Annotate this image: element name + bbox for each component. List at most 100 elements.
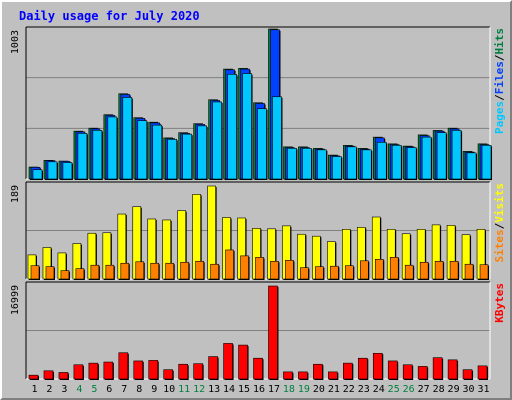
- x-tick-label-day-8: 8: [136, 384, 142, 395]
- x-tick-label-day-21: 21: [328, 384, 340, 395]
- sites-bar-day-16: [255, 257, 264, 280]
- kbytes-bar-day-17: [268, 285, 278, 380]
- pages-bar-day-19: [302, 148, 312, 180]
- x-tick-label-day-16: 16: [253, 384, 265, 395]
- sites-bar-day-21: [330, 265, 339, 280]
- x-tick-label-day-9: 9: [151, 384, 157, 395]
- legend-files: Files: [493, 61, 506, 94]
- legend-sites: Sites: [493, 229, 506, 262]
- x-tick-label-day-14: 14: [223, 384, 235, 395]
- sites-bar-day-5: [90, 264, 100, 280]
- sites-bar-day-7: [120, 262, 130, 280]
- x-tick-label-day-2: 2: [46, 384, 52, 395]
- sites-bar-day-30: [464, 263, 474, 280]
- legend-label: KBytes: [493, 283, 506, 323]
- x-tick-label-day-26: 26: [403, 384, 415, 395]
- legend-slash: /: [493, 54, 506, 61]
- pages-bar-day-25: [391, 145, 402, 180]
- x-tick-label-day-3: 3: [61, 384, 67, 395]
- pages-bar-day-13: [212, 101, 222, 180]
- y-max-label: 16999: [10, 285, 21, 315]
- legend-hits: Hits: [493, 28, 506, 55]
- x-tick-label-day-22: 22: [343, 384, 355, 395]
- kbytes-bar-day-8: [133, 360, 144, 380]
- kbytes-bar-day-18: [283, 371, 293, 380]
- pages-bar-day-12: [197, 125, 207, 180]
- x-tick-label-day-5: 5: [91, 384, 97, 395]
- pages-bar-day-22: [347, 146, 357, 180]
- sites-bar-day-3: [60, 270, 70, 280]
- sites-bar-day-26: [404, 264, 414, 280]
- sites-bar-day-28: [434, 260, 444, 280]
- kbytes-bar-day-28: [432, 357, 443, 380]
- sites-bar-day-19: [300, 267, 309, 280]
- x-tick-label-day-27: 27: [418, 384, 430, 395]
- kbytes-bar-day-16: [253, 357, 263, 380]
- sites-bar-day-15: [240, 255, 249, 280]
- pages-bar-day-16: [257, 108, 267, 180]
- legend-label: Sites/Visits: [493, 183, 506, 263]
- x-tick-label-day-18: 18: [283, 384, 295, 395]
- kbytes-bar-day-19: [298, 371, 308, 380]
- pages-bar-day-1: [32, 169, 43, 180]
- kbytes-bar-day-29: [447, 359, 458, 380]
- x-tick-label-day-17: 17: [268, 384, 280, 395]
- kbytes-bar-day-1: [28, 374, 39, 380]
- pages-bar-day-29: [451, 130, 462, 180]
- kbytes-bar-day-7: [118, 352, 129, 380]
- x-tick-label-day-25: 25: [388, 384, 400, 395]
- pages-bar-day-10: [167, 139, 178, 180]
- x-tick-label-day-29: 29: [448, 384, 460, 395]
- sites-bar-day-23: [359, 260, 369, 280]
- pages-bar-day-20: [317, 149, 327, 180]
- pages-bar-day-30: [466, 152, 477, 180]
- sites-bar-day-8: [135, 261, 145, 280]
- pages-bar-day-23: [361, 149, 372, 180]
- kbytes-bar-day-23: [357, 357, 368, 380]
- y-max-label: 189: [10, 185, 21, 203]
- sites-bar-day-22: [345, 265, 354, 280]
- pages-bar-day-6: [107, 116, 118, 180]
- legend-slash: /: [493, 222, 506, 229]
- sites-bar-day-4: [75, 268, 85, 280]
- sites-bar-day-27: [419, 261, 429, 280]
- x-tick-label-day-28: 28: [433, 384, 445, 395]
- sites-bar-day-18: [285, 260, 294, 280]
- chart-title: Daily usage for July 2020: [19, 9, 200, 23]
- pages-bar-day-11: [182, 133, 192, 180]
- x-tick-label-day-13: 13: [208, 384, 220, 395]
- kbytes-bar-day-10: [163, 369, 174, 380]
- legend-kbytes: KBytes: [493, 283, 506, 323]
- pages-bar-day-26: [406, 147, 417, 180]
- y-max-label: 1003: [10, 30, 21, 54]
- pages-bar-day-17: [272, 96, 282, 180]
- legend-visits: Visits: [493, 183, 506, 223]
- pages-bar-day-4: [77, 133, 88, 180]
- sites-bar-day-6: [105, 264, 115, 280]
- pages-bar-day-24: [376, 142, 387, 180]
- sites-bar-day-25: [389, 257, 399, 280]
- pages-bar-day-27: [421, 136, 432, 180]
- x-tick-label-day-20: 20: [313, 384, 325, 395]
- sites-bar-day-31: [479, 264, 489, 280]
- kbytes-bar-day-27: [417, 366, 428, 380]
- pages-bar-day-21: [332, 156, 342, 180]
- kbytes-bar-day-14: [223, 343, 233, 380]
- kbytes-bar-day-6: [103, 361, 114, 380]
- pages-bar-day-2: [47, 161, 58, 180]
- sites-bar-day-12: [195, 260, 204, 280]
- sites-bar-day-11: [180, 261, 189, 280]
- x-tick-label-day-1: 1: [31, 384, 37, 395]
- kbytes-bar-day-3: [58, 372, 69, 380]
- kbytes-bar-day-15: [238, 344, 248, 380]
- x-tick-label-day-30: 30: [463, 384, 475, 395]
- pages-bar-day-8: [137, 120, 148, 180]
- sites-bar-day-10: [165, 262, 175, 280]
- pages-bar-day-5: [92, 130, 103, 180]
- kbytes-bar-day-2: [43, 370, 54, 380]
- pages-bar-day-9: [152, 124, 163, 180]
- x-tick-label-day-24: 24: [373, 384, 385, 395]
- kbytes-bar-day-4: [73, 364, 84, 380]
- kbytes-bar-day-5: [88, 362, 99, 380]
